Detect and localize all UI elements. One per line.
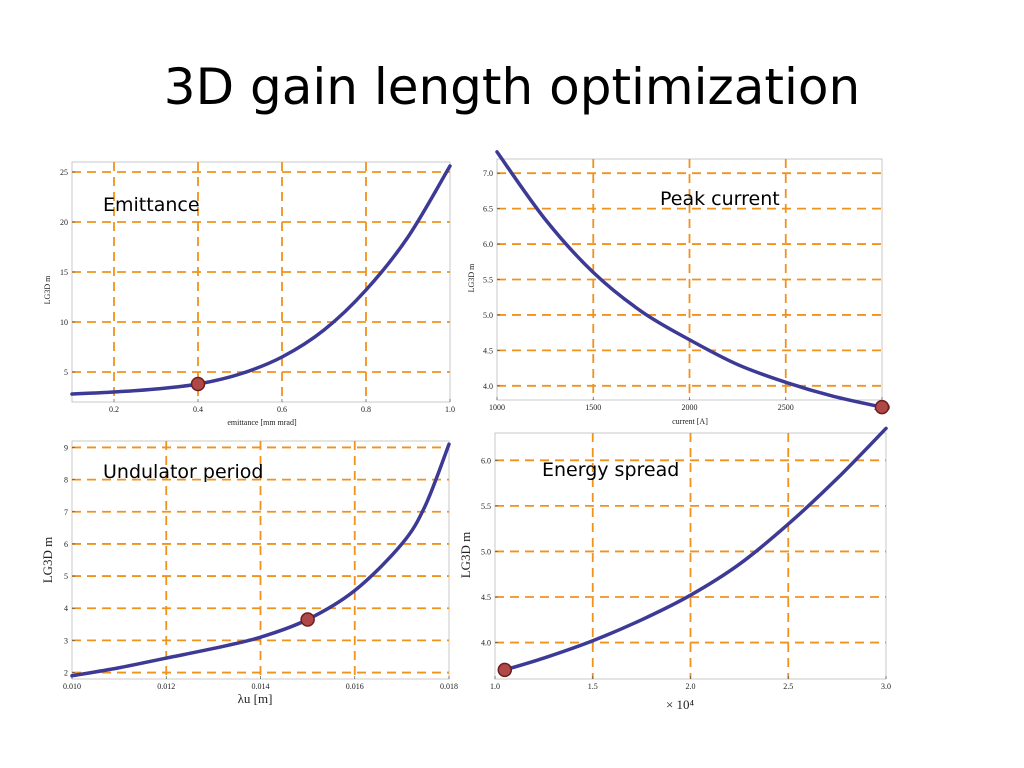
x-tick-label: 0.2 — [109, 405, 119, 414]
x-tick-label: 0.016 — [346, 682, 364, 691]
y-tick-label: 5 — [64, 368, 68, 377]
y-tick-label: 6 — [64, 540, 68, 549]
x-tick-label: 3.0 — [881, 682, 891, 691]
series-line — [495, 150, 884, 409]
chart-annotation: Energy spread — [542, 459, 679, 481]
x-tick-label: 1.0 — [490, 682, 500, 691]
x-tick-label: 2500 — [778, 403, 794, 412]
x-axis-label: × 10⁴ — [666, 697, 695, 712]
optimum-marker — [300, 612, 315, 627]
x-tick-label: 1000 — [489, 403, 505, 412]
x-tick-label: 1.5 — [588, 682, 598, 691]
y-tick-label: 6.0 — [483, 240, 493, 249]
y-tick-label: 5.5 — [483, 276, 493, 285]
x-axis-label: emittance [mm mrad] — [227, 418, 297, 427]
y-tick-label: 4.5 — [481, 593, 491, 602]
optimum-marker — [497, 662, 513, 678]
y-tick-label: 10 — [60, 318, 68, 327]
x-axis-label: current [A] — [672, 417, 708, 426]
x-tick-label: 1500 — [585, 403, 601, 412]
y-tick-label: 3 — [64, 636, 68, 645]
y-axis-label: LG3D m — [458, 532, 473, 579]
series-line — [503, 426, 888, 672]
x-tick-label: 1.0 — [445, 405, 455, 414]
y-tick-label: 5.0 — [481, 547, 491, 556]
x-tick-label: 2.0 — [686, 682, 696, 691]
y-axis-label: LG3D m — [467, 263, 476, 292]
x-tick-label: 2.5 — [783, 682, 793, 691]
y-tick-label: 5.0 — [483, 311, 493, 320]
series-line — [70, 442, 451, 678]
y-tick-label: 8 — [64, 476, 68, 485]
y-axis-label: LG3D m — [40, 537, 55, 584]
x-tick-label: 0.010 — [63, 682, 81, 691]
y-tick-label: 5 — [64, 572, 68, 581]
x-tick-label: 0.4 — [193, 405, 203, 414]
y-tick-label: 4.0 — [481, 639, 491, 648]
y-tick-label: 7.0 — [483, 169, 493, 178]
x-tick-label: 0.018 — [440, 682, 458, 691]
optimum-marker — [874, 399, 890, 415]
y-tick-label: 4.5 — [483, 346, 493, 355]
y-tick-label: 15 — [60, 268, 68, 277]
y-tick-label: 9 — [64, 443, 68, 452]
chart-annotation: Peak current — [660, 188, 780, 210]
x-tick-label: 0.6 — [277, 405, 287, 414]
y-tick-label: 4 — [64, 604, 68, 613]
x-tick-label: 0.014 — [252, 682, 270, 691]
y-tick-label: 7 — [64, 508, 68, 517]
x-axis-label: λu [m] — [238, 691, 273, 706]
chart-annotation: Emittance — [103, 194, 200, 216]
y-tick-label: 6.0 — [481, 456, 491, 465]
series-line — [70, 164, 452, 396]
y-tick-label: 20 — [60, 218, 68, 227]
y-axis-label: LG3D m — [43, 275, 52, 304]
chart-annotation: Undulator period — [103, 461, 263, 483]
x-tick-label: 2000 — [682, 403, 698, 412]
optimum-marker — [190, 376, 206, 392]
y-tick-label: 25 — [60, 168, 68, 177]
x-tick-label: 0.8 — [361, 405, 371, 414]
y-tick-label: 4.0 — [483, 382, 493, 391]
page-title: 3D gain length optimization — [163, 58, 861, 116]
y-tick-label: 2 — [64, 669, 68, 678]
x-tick-label: 0.012 — [157, 682, 175, 691]
plot-frame — [71, 161, 451, 403]
y-tick-label: 5.5 — [481, 502, 491, 511]
y-tick-label: 6.5 — [483, 205, 493, 214]
